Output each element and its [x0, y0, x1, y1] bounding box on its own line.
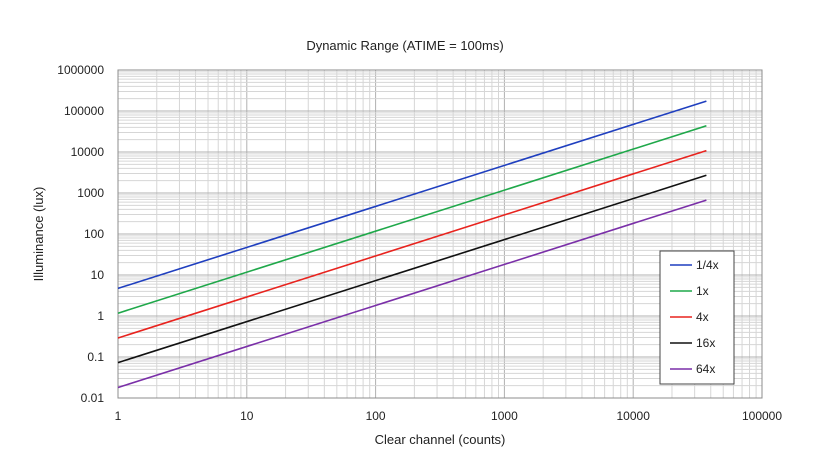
y-axis-ticks: 0.01 0.1 1 10 100 1000 10000 100000 1000000 [57, 63, 104, 405]
legend: 1/4x 1x 4x 16x 64x [659, 250, 735, 385]
legend-label: 1x [696, 284, 709, 298]
x-tick-label: 10 [240, 409, 254, 423]
x-tick-label: 1000 [491, 409, 518, 423]
y-tick-label: 100000 [64, 104, 104, 118]
legend-label: 16x [696, 336, 715, 350]
legend-label: 1/4x [696, 258, 719, 272]
y-tick-label: 1000000 [57, 63, 104, 77]
y-tick-label: 10000 [71, 145, 105, 159]
y-tick-label: 0.1 [87, 350, 104, 364]
y-tick-label: 1000 [77, 186, 104, 200]
chart-title: Dynamic Range (ATIME = 100ms) [306, 38, 503, 53]
x-axis-ticks: 1 10 100 1000 10000 100000 [115, 409, 783, 423]
x-tick-label: 100000 [742, 409, 782, 423]
legend-label: 64x [696, 362, 715, 376]
x-tick-label: 10000 [617, 409, 651, 423]
series-line-4x [117, 149, 707, 339]
y-tick-label: 1 [97, 309, 104, 323]
y-axis-title: Illuminance (lux) [31, 187, 46, 282]
series-line-64x [117, 199, 707, 389]
series-group [117, 100, 707, 389]
series-line-14x [117, 100, 707, 290]
plot-area [117, 69, 763, 399]
y-tick-label: 100 [84, 227, 104, 241]
series-line-16x [117, 174, 707, 364]
legend-label: 4x [696, 310, 709, 324]
x-tick-label: 100 [366, 409, 386, 423]
series-line-1x [117, 125, 707, 314]
y-tick-label: 0.01 [81, 391, 105, 405]
x-axis-title: Clear channel (counts) [375, 432, 506, 447]
x-tick-label: 1 [115, 409, 122, 423]
y-tick-label: 10 [91, 268, 105, 282]
